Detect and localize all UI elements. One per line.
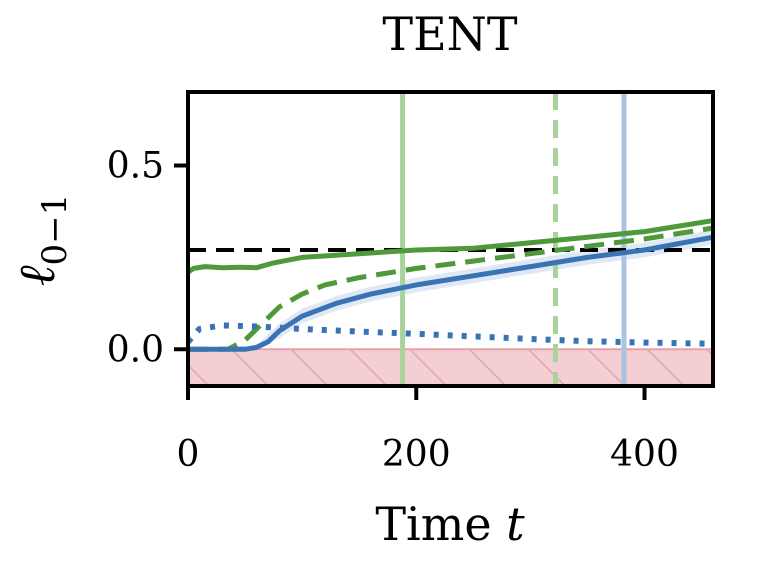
x-tick-label-1: 200 [382,434,451,475]
x-axis-label-variable: t [506,497,525,551]
series-line-green-solid [188,218,713,275]
series-line-blue-solid [188,234,713,352]
x-tick-label-0: 0 [177,434,200,475]
y-axis-label: ℓ0−1 [8,194,75,287]
x-tick-label-2: 400 [610,434,679,475]
chart-title: TENT [382,7,518,61]
y-axis-label-subscript: 0−1 [35,194,75,266]
x-axis-label-prefix: Time [375,497,506,551]
y-tick-label-1: 0.5 [107,146,164,187]
plot-frame [186,90,715,388]
x-axis-label: Time t [375,497,525,551]
series-line-green-dashed [188,225,713,352]
y-axis-label-main: ℓ [8,265,66,286]
shaded-region-hatch [188,349,713,386]
y-tick-label-0: 0.0 [107,329,164,370]
axes: 0 200 400 0.0 0.5 [107,146,679,476]
plot-area [188,92,713,386]
